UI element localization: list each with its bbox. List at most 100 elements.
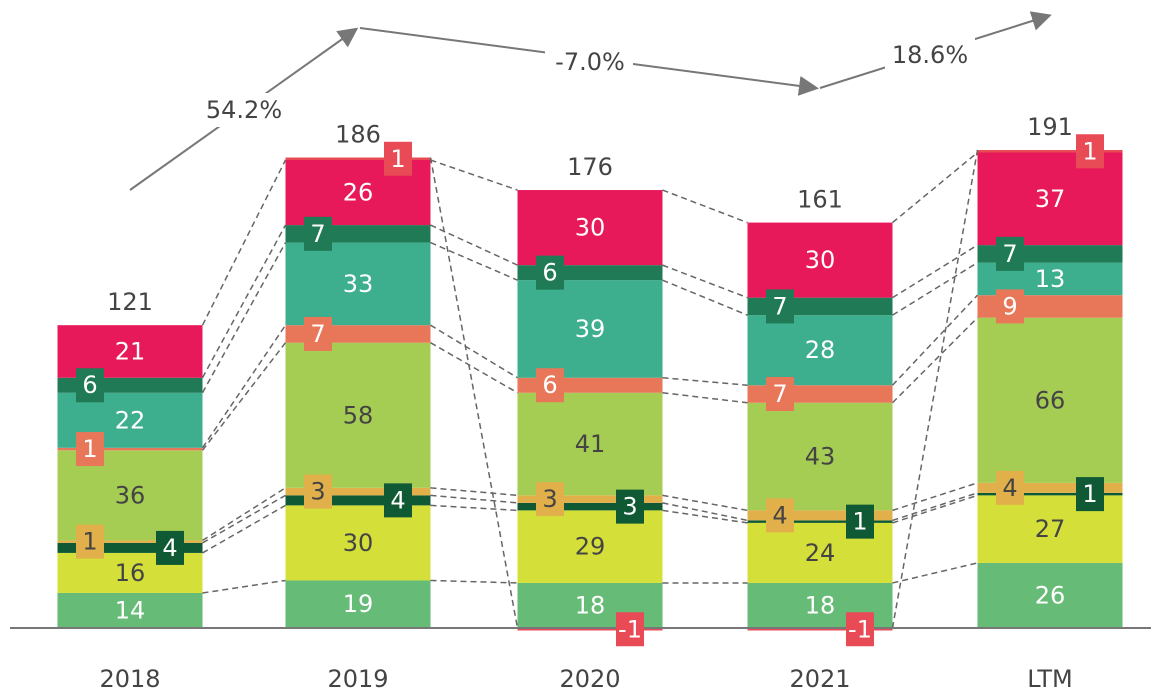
bar-segment xyxy=(285,487,431,496)
data-label: -1 xyxy=(848,615,872,643)
annotation-bg xyxy=(885,38,975,72)
total-label: 176 xyxy=(567,153,613,181)
data-label: 4 xyxy=(390,486,405,514)
total-label: 191 xyxy=(1027,113,1073,141)
data-label: 26 xyxy=(1035,581,1066,609)
connector xyxy=(430,324,518,379)
data-label: 26 xyxy=(343,179,374,207)
connector xyxy=(430,487,518,497)
label-box xyxy=(766,498,794,533)
bar-segment xyxy=(747,222,893,298)
bar-segment xyxy=(57,542,203,553)
connector xyxy=(662,502,748,522)
total-label: 121 xyxy=(107,288,153,316)
data-label: 29 xyxy=(575,533,606,561)
data-label: 3 xyxy=(310,478,325,506)
growth-label: 54.2% xyxy=(206,96,282,124)
x-tick-label: 2019 xyxy=(327,665,388,693)
bar-segment xyxy=(285,342,431,488)
connector xyxy=(662,279,748,316)
data-label: 39 xyxy=(575,315,606,343)
data-label: 27 xyxy=(1035,515,1066,543)
bar-segment xyxy=(747,510,893,521)
connector xyxy=(662,376,748,386)
data-label: 36 xyxy=(115,481,146,509)
label-box xyxy=(1076,477,1104,512)
connector xyxy=(201,159,287,326)
connector xyxy=(201,242,287,394)
label-box xyxy=(304,216,332,251)
label-box xyxy=(76,368,104,403)
connector xyxy=(201,324,287,449)
data-label: 30 xyxy=(805,246,836,274)
bar-segment xyxy=(977,562,1123,628)
bar-segment xyxy=(57,447,203,451)
data-label: 58 xyxy=(343,401,374,429)
data-label: 7 xyxy=(772,380,787,408)
bar-segment xyxy=(57,540,203,543)
data-label: 16 xyxy=(115,559,146,587)
connector xyxy=(430,342,518,394)
connector xyxy=(202,579,286,594)
connector xyxy=(662,509,748,524)
data-label: 1 xyxy=(82,528,97,556)
data-label: 4 xyxy=(772,501,787,529)
data-label: 66 xyxy=(1035,386,1066,414)
connector xyxy=(430,224,518,266)
data-label: 7 xyxy=(310,220,325,248)
growth-label: 18.6% xyxy=(892,41,968,69)
data-label: 1 xyxy=(1082,137,1097,165)
connector xyxy=(662,264,748,299)
connector xyxy=(892,562,978,584)
data-label: 6 xyxy=(82,371,97,399)
connector xyxy=(891,317,979,404)
label-box xyxy=(536,255,564,290)
bar-segment xyxy=(285,242,431,326)
connector xyxy=(430,579,518,584)
label-box xyxy=(156,530,184,565)
label-box xyxy=(384,141,412,176)
bar-segment xyxy=(747,628,893,631)
data-label: 1 xyxy=(852,508,867,536)
x-tick-label: 2018 xyxy=(99,665,160,693)
data-label: 24 xyxy=(805,539,836,567)
label-box xyxy=(766,377,794,412)
data-label: 41 xyxy=(575,430,606,458)
data-label: 6 xyxy=(542,259,557,287)
bar-segment xyxy=(517,190,663,266)
bar-segment xyxy=(517,495,663,503)
data-label: 7 xyxy=(772,292,787,320)
label-box xyxy=(616,612,644,647)
data-label: 37 xyxy=(1035,185,1066,213)
data-label: 6 xyxy=(542,371,557,399)
data-label: -1 xyxy=(618,615,642,643)
connector xyxy=(202,487,286,542)
data-label: 30 xyxy=(343,529,374,557)
connector xyxy=(892,482,978,512)
label-box xyxy=(304,316,332,351)
label-box xyxy=(536,482,564,517)
label-box xyxy=(384,483,412,518)
connector xyxy=(430,241,518,281)
bar-segment xyxy=(517,502,663,511)
label-box xyxy=(996,236,1024,271)
x-tick-label: 2021 xyxy=(789,665,850,693)
bar-segment xyxy=(517,628,663,631)
connector xyxy=(430,504,518,512)
data-label: 13 xyxy=(1035,265,1066,293)
bar-segment xyxy=(517,392,663,496)
label-box xyxy=(616,489,644,524)
data-label: 9 xyxy=(1002,292,1017,320)
label-box xyxy=(304,474,332,509)
x-tick-label: LTM xyxy=(1027,665,1072,693)
total-label: 186 xyxy=(335,121,381,149)
bar-segment xyxy=(747,402,893,511)
label-box xyxy=(996,289,1024,324)
data-label: 19 xyxy=(343,590,374,618)
connector xyxy=(662,392,748,404)
connector xyxy=(662,189,748,224)
data-label: 22 xyxy=(115,406,146,434)
data-label: 7 xyxy=(1002,240,1017,268)
data-label: 1 xyxy=(82,435,97,463)
label-box xyxy=(76,524,104,559)
